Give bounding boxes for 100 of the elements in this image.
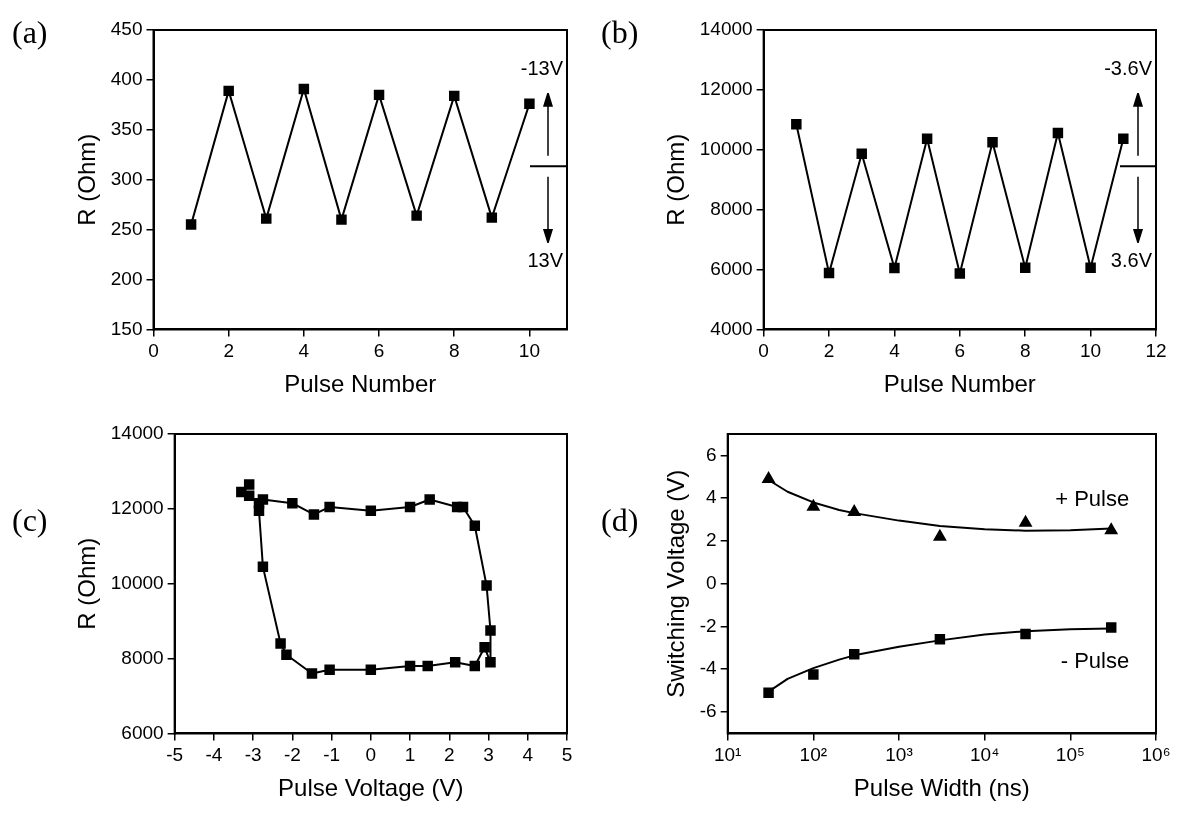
point (365, 505, 377, 516)
x-tick-label: 2 (444, 744, 455, 766)
point (889, 262, 900, 274)
x-tick-label: 10⁵ (1055, 744, 1085, 766)
y-tick-label: 14000 (110, 422, 164, 444)
x-axis-title: Pulse Number (284, 370, 437, 398)
point (373, 89, 385, 101)
x-axis-title: Pulse Voltage (V) (278, 774, 464, 802)
point (223, 85, 234, 97)
y-tick-label: 350 (110, 118, 143, 140)
x-tick-label: 10¹ (713, 744, 742, 766)
point (457, 501, 469, 513)
annotation: 3.6V (1109, 248, 1152, 272)
x-tick-label: 6 (373, 340, 385, 362)
point (791, 119, 802, 130)
point (261, 213, 272, 224)
y-tick-label: 300 (110, 167, 143, 189)
x-tick-label: 3 (483, 744, 494, 766)
point (411, 210, 422, 221)
point (236, 486, 247, 498)
chart-title: (b) (601, 14, 639, 51)
y-tick-label: -2 (699, 614, 717, 636)
annotation: -3.6V (1103, 56, 1152, 80)
y-tick-label: 150 (110, 317, 143, 339)
x-tick-label: 8 (1019, 340, 1031, 362)
point (479, 642, 490, 653)
y-tick-label: 2 (706, 529, 717, 551)
annotation: 13V (526, 248, 563, 272)
y-tick-label: 200 (110, 267, 143, 289)
x-tick-label: 4 (522, 744, 534, 766)
y-tick-label: 8000 (121, 646, 164, 668)
x-tick-label: 1 (404, 744, 416, 766)
point (1118, 133, 1129, 144)
point (481, 580, 492, 591)
y-tick-label: 12000 (110, 497, 164, 519)
point (308, 509, 320, 520)
x-tick-label: 10² (799, 744, 828, 766)
x-tick-label: 6 (954, 340, 966, 362)
point (185, 219, 197, 230)
y-tick-label: 6 (706, 443, 717, 465)
point (243, 479, 255, 490)
point (469, 660, 481, 672)
text: (d) (601, 502, 639, 539)
point (1052, 127, 1064, 139)
point (306, 668, 318, 679)
point (298, 83, 310, 95)
point (449, 657, 461, 668)
y-tick-label: 14000 (699, 18, 753, 40)
point (448, 90, 460, 102)
y-axis-title: R (Ohm) (662, 133, 690, 226)
point (365, 664, 377, 676)
point (287, 497, 298, 509)
series-label: - Pulse (1060, 647, 1130, 673)
y-axis-title: R (Ohm) (73, 133, 101, 226)
x-tick-label: 5 (561, 744, 573, 766)
y-tick-label: 6000 (121, 721, 164, 743)
x-tick-label: 12 (1145, 340, 1167, 362)
x-tick-label: 4 (889, 340, 901, 362)
x-tick-label: -1 (323, 744, 341, 766)
y-tick-label: -4 (699, 657, 718, 679)
point (921, 133, 933, 144)
x-tick-label: -4 (205, 744, 223, 766)
annotation: -13V (519, 56, 563, 80)
x-tick-label: 10⁶ (1141, 744, 1171, 766)
point (257, 561, 269, 573)
point (856, 148, 867, 159)
y-tick-label: 8000 (710, 197, 753, 219)
x-tick-label: 0 (758, 340, 769, 362)
series-label: + Pulse (1055, 486, 1130, 512)
x-tick-label: 8 (448, 340, 460, 362)
x-tick-label: 10 (1080, 340, 1102, 362)
point (987, 137, 998, 148)
x-axis-title: Pulse Width (ns) (853, 774, 1030, 802)
x-tick-label: 10³ (885, 744, 913, 766)
point (485, 657, 496, 668)
point (1019, 262, 1031, 273)
y-tick-label: 10000 (110, 571, 164, 593)
point (823, 267, 835, 279)
x-tick-label: -2 (283, 744, 301, 766)
y-tick-label: 0 (706, 571, 717, 593)
y-tick-label: 250 (110, 217, 143, 239)
y-tick-label: 4000 (710, 317, 753, 339)
point (469, 520, 481, 531)
point (954, 268, 966, 279)
point (1085, 262, 1096, 273)
point (404, 660, 416, 672)
point (275, 638, 286, 649)
x-tick-label: 2 (223, 340, 234, 362)
point (324, 501, 335, 513)
x-tick-label: 2 (823, 340, 835, 362)
x-tick-label: 10⁴ (970, 744, 1000, 766)
x-axis-title: Pulse Number (883, 370, 1036, 398)
text: (c) (12, 502, 48, 539)
point (404, 501, 416, 513)
point (281, 649, 292, 661)
y-axis-title: Switching Voltage (V) (662, 469, 690, 698)
y-tick-label: 10000 (699, 137, 753, 159)
x-tick-label: -3 (244, 744, 262, 766)
point (485, 625, 496, 636)
point (524, 98, 535, 110)
